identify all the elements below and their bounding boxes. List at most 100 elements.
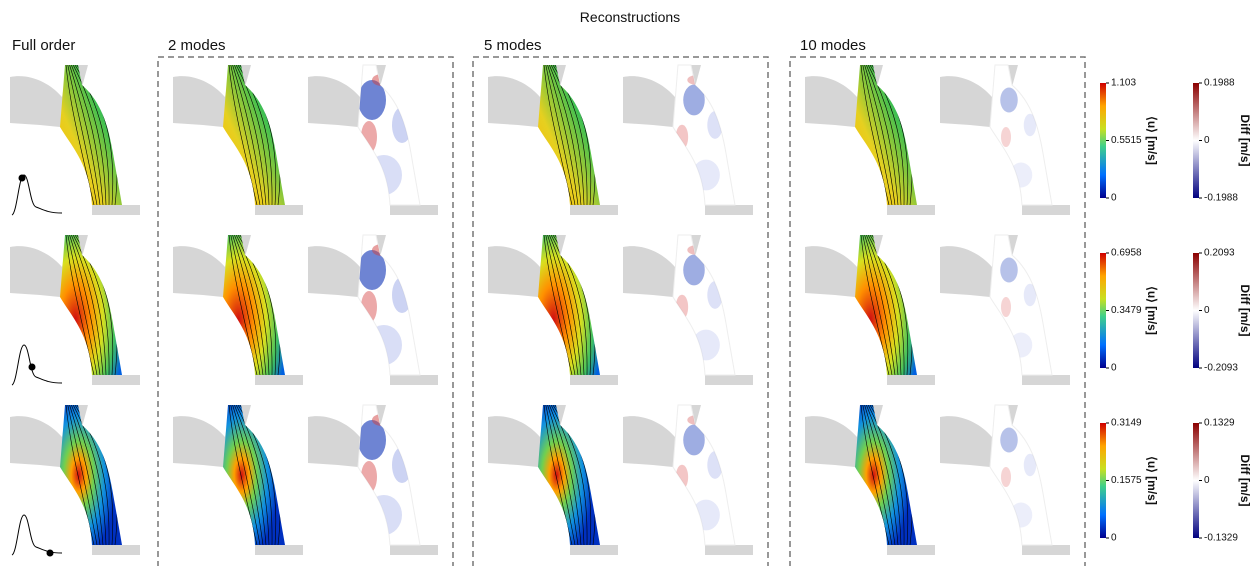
difference-blob [692, 160, 720, 191]
difference-blob [1000, 258, 1018, 283]
colorbar [1193, 423, 1199, 538]
difference-blob [366, 155, 402, 195]
outlet [887, 545, 935, 555]
panel [805, 65, 935, 215]
column-header: Full order [12, 37, 75, 54]
colorbar-tick-label: 0.2093 [1204, 248, 1235, 259]
colorbar-label: ⟨u⟩ [m/s] [1145, 286, 1159, 335]
colorbar [1100, 423, 1106, 538]
colorbar-tick-label: 0.1329 [1204, 418, 1235, 429]
waveform [12, 515, 62, 555]
difference-blob [392, 107, 412, 143]
colorbar-tick-label: -0.1329 [1204, 533, 1238, 544]
outlet [92, 375, 140, 385]
panel [308, 235, 438, 385]
difference-blob [1024, 284, 1037, 307]
outlet [570, 205, 618, 215]
difference-blob [392, 447, 412, 483]
colorbar-label: Diff [m/s] [1238, 115, 1252, 167]
difference-blob [683, 255, 705, 286]
outlet [390, 545, 438, 555]
difference-blob [1001, 297, 1011, 317]
outlet [1022, 205, 1070, 215]
difference-blob [1024, 454, 1037, 477]
difference-blob [707, 451, 722, 479]
column-header: 10 modes [800, 37, 866, 54]
colorbar [1100, 253, 1106, 368]
colorbar-tick-label: 0.1575 [1111, 475, 1142, 486]
waveform-icon [12, 345, 62, 385]
outlet [255, 375, 303, 385]
panel [623, 235, 753, 385]
outlet [1022, 375, 1070, 385]
colorbar-tick-label: 0.3479 [1111, 305, 1142, 316]
colorbar [1100, 83, 1106, 198]
waveform [12, 345, 62, 385]
colorbar-label: Diff [m/s] [1238, 285, 1252, 337]
difference-blob [1000, 88, 1018, 113]
panel [10, 235, 140, 385]
figure-title: Reconstructions [580, 9, 680, 25]
colorbar-tick-label: 0.6958 [1111, 248, 1142, 259]
panel [10, 65, 140, 215]
difference-blob [361, 121, 377, 153]
colorbar-label: ⟨u⟩ [m/s] [1145, 456, 1159, 505]
panel [940, 405, 1070, 555]
difference-blob [692, 500, 720, 531]
colorbar-tick-label: 0.3149 [1111, 418, 1142, 429]
panel [173, 65, 303, 215]
outlet [887, 205, 935, 215]
difference-blob [692, 330, 720, 361]
difference-blob [676, 295, 688, 320]
colorbar-tick-label: 0 [1111, 363, 1117, 374]
outlet [92, 545, 140, 555]
difference-blob [361, 291, 377, 323]
panel [488, 65, 618, 215]
panel [173, 405, 303, 555]
colorbar [1193, 83, 1199, 198]
outlet [887, 375, 935, 385]
panel [940, 65, 1070, 215]
column-header: 2 modes [168, 37, 226, 54]
colorbar-tick-label: 0 [1204, 305, 1210, 316]
difference-blob [1024, 114, 1037, 137]
panel [308, 65, 438, 215]
outlet [92, 205, 140, 215]
difference-blob [361, 461, 377, 493]
colorbar-label: Diff [m/s] [1238, 455, 1252, 507]
difference-blob [1001, 467, 1011, 487]
difference-blob [366, 325, 402, 365]
difference-blob [1000, 428, 1018, 453]
colorbar-tick-label: 0.1988 [1204, 78, 1235, 89]
panel [805, 235, 935, 385]
colorbar-tick-label: 0 [1204, 475, 1210, 486]
waveform-marker [19, 175, 26, 182]
outlet [570, 545, 618, 555]
difference-blob [707, 111, 722, 139]
colorbar [1193, 253, 1199, 368]
figure: Reconstructions Full order 2 modes 5 modes 1… [0, 0, 1260, 566]
difference-blob [1001, 127, 1011, 147]
waveform [12, 175, 62, 215]
panel [10, 405, 140, 555]
difference-blob [683, 425, 705, 456]
difference-blob [707, 281, 722, 309]
panel [940, 235, 1070, 385]
waveform-icon [12, 515, 62, 557]
outlet [390, 375, 438, 385]
difference-blob [676, 125, 688, 150]
colorbar-tick-label: 0 [1111, 193, 1117, 204]
colorbar-label: ⟨u⟩ [m/s] [1145, 116, 1159, 165]
outlet [705, 375, 753, 385]
difference-blob [676, 465, 688, 490]
outlet [390, 205, 438, 215]
difference-blob [683, 85, 705, 116]
colorbar-tick-label: 1.103 [1111, 78, 1136, 89]
panel [488, 235, 618, 385]
outlet [705, 545, 753, 555]
panel [173, 235, 303, 385]
column-header: 5 modes [484, 37, 542, 54]
waveform-icon [12, 175, 62, 216]
panel [805, 405, 935, 555]
waveform-marker [29, 364, 36, 371]
